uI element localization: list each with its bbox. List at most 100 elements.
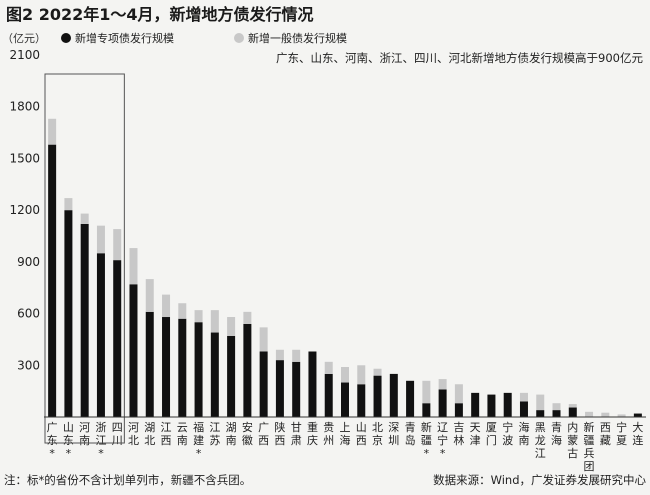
x-label-12: 安徽 — [242, 420, 253, 447]
y-tick-label-1800: 1800 — [9, 100, 40, 114]
bar-general-2 — [80, 213, 89, 224]
x-label-31: 青海 — [551, 421, 562, 447]
bar-special-18 — [341, 382, 349, 417]
x-label-25: 吉林 — [453, 421, 464, 447]
bar-general-7 — [162, 294, 171, 318]
legend-general-swatch — [234, 33, 244, 43]
bar-general-29 — [519, 392, 528, 402]
x-label-3: 浙江* — [95, 421, 106, 460]
y-tick-label-2100: 2100 — [9, 48, 40, 62]
bar-special-23 — [422, 403, 431, 417]
bar-general-9 — [194, 310, 203, 323]
bar-general-19 — [357, 365, 366, 385]
x-label-36: 大连 — [632, 420, 643, 447]
chart-annotation: 广东、山东、河南、浙江、四川、河北新增地方债发行规模高于900亿元 — [276, 51, 643, 65]
bar-special-30 — [536, 410, 545, 417]
bar-special-13 — [259, 351, 268, 417]
bar-general-0 — [48, 118, 57, 145]
x-label-20: 北京 — [372, 421, 383, 447]
bar-special-5 — [129, 284, 138, 417]
bar-general-34 — [601, 412, 610, 417]
x-label-7: 江西 — [161, 421, 172, 447]
bar-special-20 — [373, 375, 382, 417]
bar-special-19 — [357, 384, 366, 417]
bar-special-3 — [96, 253, 105, 417]
x-label-5: 河北 — [128, 421, 139, 447]
x-label-23: 新疆* — [421, 420, 432, 460]
bar-special-25 — [454, 403, 463, 417]
bar-special-27 — [487, 394, 496, 417]
bar-special-1 — [64, 210, 73, 417]
x-label-9: 福建* — [193, 420, 204, 460]
x-label-21: 深圳 — [388, 421, 399, 447]
bar-special-14 — [275, 360, 284, 417]
x-label-10: 江苏 — [209, 421, 220, 447]
unit-label: （亿元） — [2, 32, 46, 45]
bar-special-8 — [178, 318, 187, 417]
chart-title: 图2 2022年1～4月，新增地方债发行情况 — [6, 5, 314, 24]
bar-general-18 — [341, 367, 349, 383]
footnote: 注：标*的省份不含计划单列市，新疆不含兵团。 — [4, 473, 251, 487]
legend-special-swatch — [61, 33, 71, 43]
bar-general-12 — [243, 311, 252, 324]
x-label-24: 辽宁* — [437, 421, 448, 460]
bar-general-15 — [292, 349, 301, 362]
bar-general-8 — [178, 303, 187, 319]
x-label-2: 河南 — [79, 421, 90, 447]
bar-special-12 — [243, 323, 252, 417]
bar-general-13 — [259, 327, 268, 352]
bar-special-22 — [406, 380, 415, 417]
bar-special-2 — [80, 223, 89, 417]
bar-general-3 — [96, 225, 105, 254]
bar-special-31 — [552, 410, 561, 417]
bars — [48, 118, 642, 417]
x-label-8: 云南 — [177, 421, 188, 447]
bar-special-36 — [633, 413, 642, 417]
bar-general-10 — [210, 310, 219, 333]
legend-special-label: 新增专项债发行规模 — [75, 31, 174, 45]
bar-special-24 — [438, 389, 447, 417]
bar-general-24 — [438, 379, 447, 390]
x-label-27: 厦门 — [486, 421, 497, 447]
bar-special-28 — [503, 392, 512, 417]
x-label-29: 海南 — [518, 420, 529, 447]
x-label-17: 贵州 — [323, 421, 334, 447]
source: 数据来源：Wind，广发证券发展研究中心 — [433, 473, 646, 487]
bar-general-32 — [568, 404, 577, 408]
x-label-32: 内蒙古 — [567, 420, 578, 460]
y-tick-label-1200: 1200 — [9, 203, 40, 217]
x-label-28: 宁波 — [502, 420, 513, 447]
bar-general-25 — [454, 384, 463, 404]
x-label-15: 甘肃 — [291, 421, 302, 447]
y-tick-label-600: 600 — [17, 307, 40, 321]
x-label-34: 西藏 — [600, 421, 611, 447]
bar-special-32 — [568, 407, 577, 417]
bar-special-9 — [194, 322, 203, 417]
x-label-0: 广东* — [47, 421, 58, 460]
x-label-13: 广西 — [258, 421, 269, 447]
bar-general-1 — [64, 198, 73, 211]
bar-special-11 — [227, 335, 236, 417]
x-label-14: 陕西 — [274, 420, 285, 447]
bar-general-11 — [227, 317, 236, 336]
highlight-box — [44, 73, 125, 444]
x-label-16: 重庆 — [307, 420, 318, 447]
bar-general-31 — [552, 403, 561, 411]
bar-special-6 — [145, 311, 154, 417]
bar-general-20 — [373, 368, 382, 376]
legend: 新增专项债发行规模 新增一般债发行规模 — [61, 31, 347, 45]
legend-general-label: 新增一般债发行规模 — [248, 31, 347, 45]
x-label-19: 山西 — [356, 421, 367, 447]
bar-general-4 — [113, 229, 122, 261]
x-label-35: 宁夏 — [616, 420, 627, 447]
bar-general-5 — [129, 248, 138, 285]
bar-special-26 — [471, 392, 480, 417]
y-tick-label-1500: 1500 — [9, 151, 40, 165]
bar-general-17 — [324, 361, 333, 374]
bar-special-16 — [308, 351, 317, 417]
y-axis: 300 600 900 1200 1500 1800 2100 — [9, 48, 40, 372]
bar-special-17 — [324, 373, 333, 417]
bar-general-35 — [617, 414, 626, 417]
